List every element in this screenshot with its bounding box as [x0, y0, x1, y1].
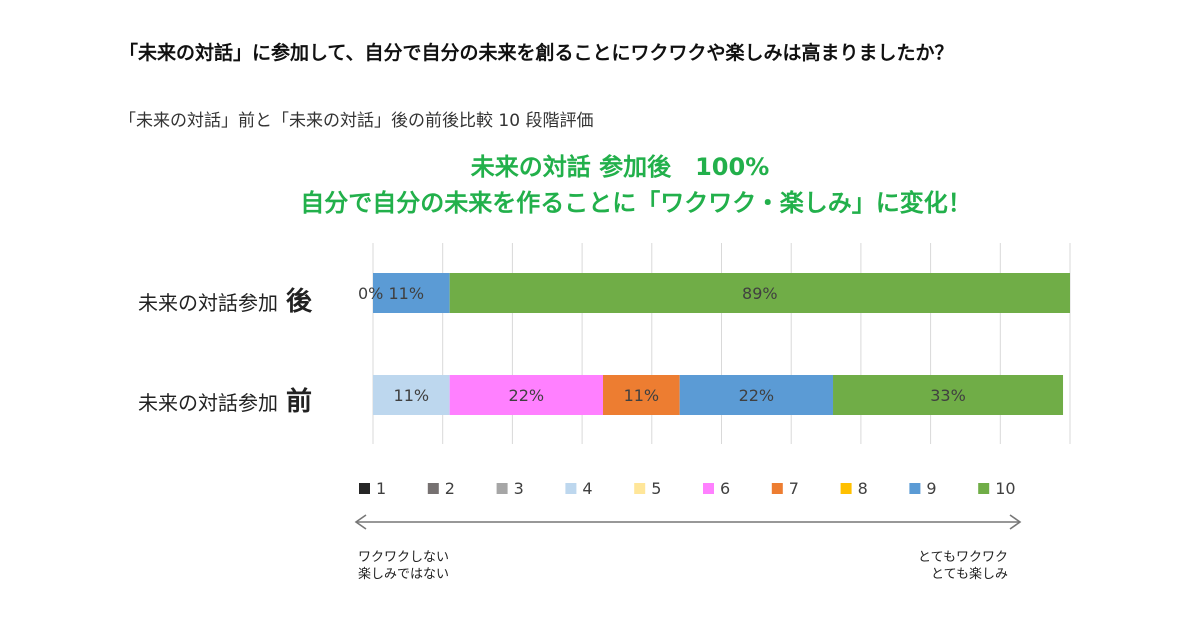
legend-swatch: [359, 483, 370, 494]
data-label: 22%: [509, 386, 545, 405]
legend-label: 8: [858, 479, 868, 498]
comparison-subtitle: 「未来の対話」前と「未来の対話」後の前後比較 10 段階評価: [119, 111, 594, 131]
legend-swatch: [703, 483, 714, 494]
scale-arrow-right-head: [1009, 514, 1022, 530]
bar-segment: [373, 273, 450, 313]
data-label: 33%: [930, 386, 966, 405]
legend-label: 7: [789, 479, 799, 498]
data-label: 0% 11%: [358, 284, 424, 303]
legend-swatch: [909, 483, 921, 494]
legend-label: 4: [582, 479, 592, 498]
bars: 0% 11% 89% 11% 22% 11% 22% 33%: [358, 273, 1070, 415]
legend-label: 6: [720, 479, 730, 498]
bar-segment: [449, 375, 604, 415]
legend-swatch: [565, 483, 577, 494]
data-label: 11%: [624, 386, 660, 405]
legend: 1 2 3 4 5 6 7 8 9 10: [359, 479, 1016, 498]
legend-label: 5: [651, 479, 661, 498]
question-title: 「未来の対話」に参加して、自分で自分の未来を創ることにワクワクや楽しみは高まりま…: [119, 42, 954, 64]
data-label: 89%: [742, 284, 778, 303]
bar-segment: [603, 375, 680, 415]
bar-segment: [449, 273, 1070, 313]
legend-label: 2: [445, 479, 455, 498]
scale-end-right-line1: とてもワクワク: [918, 550, 1008, 565]
legend-swatch: [978, 483, 990, 494]
row-label-before: 未来の対話参加前: [138, 381, 312, 418]
legend-label: 1: [376, 479, 386, 498]
scale-end-right-line2: とても楽しみ: [931, 567, 1008, 582]
legend-swatch: [634, 483, 646, 494]
row-label-after: 未来の対話参加後: [138, 281, 312, 318]
legend-label: 9: [926, 479, 936, 498]
legend-label: 3: [514, 479, 524, 498]
bar-segment: [833, 375, 1064, 415]
legend-swatch: [427, 483, 439, 494]
row-label-before-text: 未来の対話参加: [138, 391, 278, 415]
bar-segment: [373, 375, 450, 415]
scale-arrow-left-head: [354, 514, 367, 530]
scale-end-left-line2: 楽しみではない: [358, 567, 450, 582]
data-label: 22%: [739, 386, 775, 405]
row-label-after-emph: 後: [286, 287, 313, 317]
legend-label: 10: [995, 479, 1015, 498]
scale-end-left-line1: ワクワクしない: [358, 550, 450, 565]
scale-end-right: とてもワクワク とても楽しみ: [918, 549, 1008, 583]
scale-end-left: ワクワクしない 楽しみではない: [358, 549, 449, 583]
headline-line2: 自分で自分の未来を作ることに「ワクワク・楽しみ」に変化！: [300, 189, 972, 217]
bar-segment: [679, 375, 834, 415]
legend-swatch: [840, 483, 852, 494]
headline-line1: 未来の対話 参加後 100%: [470, 153, 770, 181]
scale-arrow: [354, 514, 1022, 530]
legend-swatch: [496, 483, 508, 494]
legend-swatch: [771, 483, 783, 494]
data-label: 11%: [394, 386, 430, 405]
row-label-before-emph: 前: [286, 387, 313, 417]
row-label-after-text: 未来の対話参加: [138, 291, 278, 315]
